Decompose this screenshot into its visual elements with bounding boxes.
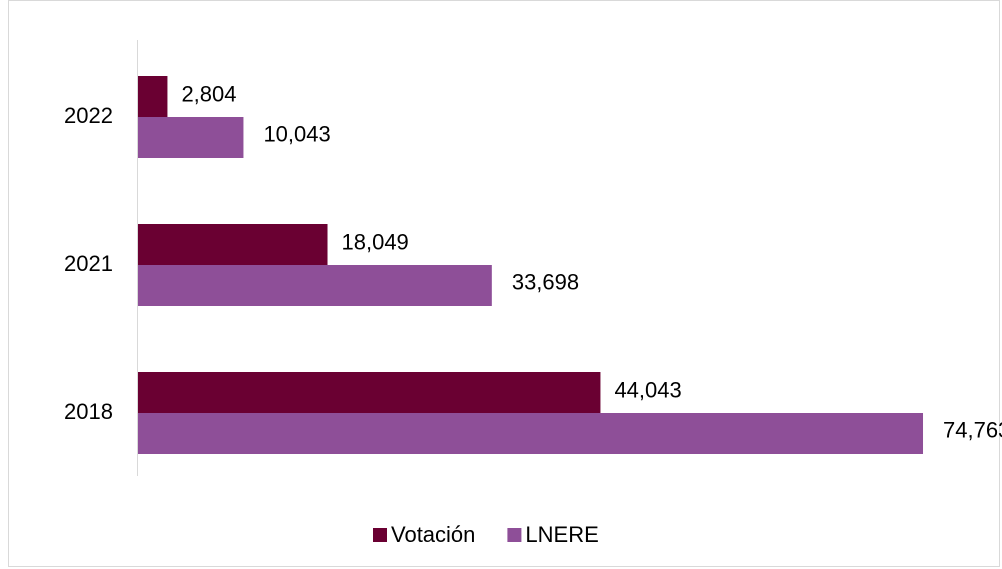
- bar: [138, 413, 924, 454]
- y-tick-label: 2018: [64, 399, 113, 424]
- legend-swatch: [373, 528, 387, 542]
- data-label: 33,698: [512, 269, 579, 294]
- y-tick-label: 2022: [64, 103, 113, 128]
- data-label: 44,043: [614, 377, 681, 402]
- bar: [138, 117, 244, 158]
- bar: [138, 76, 168, 117]
- legend-swatch: [507, 528, 522, 542]
- data-label: 18,049: [342, 229, 409, 254]
- legend-label: LNERE: [525, 522, 598, 547]
- data-label: 2,804: [181, 81, 236, 106]
- bar: [138, 224, 328, 265]
- bar: [138, 265, 492, 306]
- data-label: 10,043: [263, 121, 330, 146]
- bar: [138, 372, 601, 413]
- y-tick-label: 2021: [64, 251, 113, 276]
- data-label: 74,763: [943, 417, 1002, 442]
- legend-label: Votación: [391, 522, 475, 547]
